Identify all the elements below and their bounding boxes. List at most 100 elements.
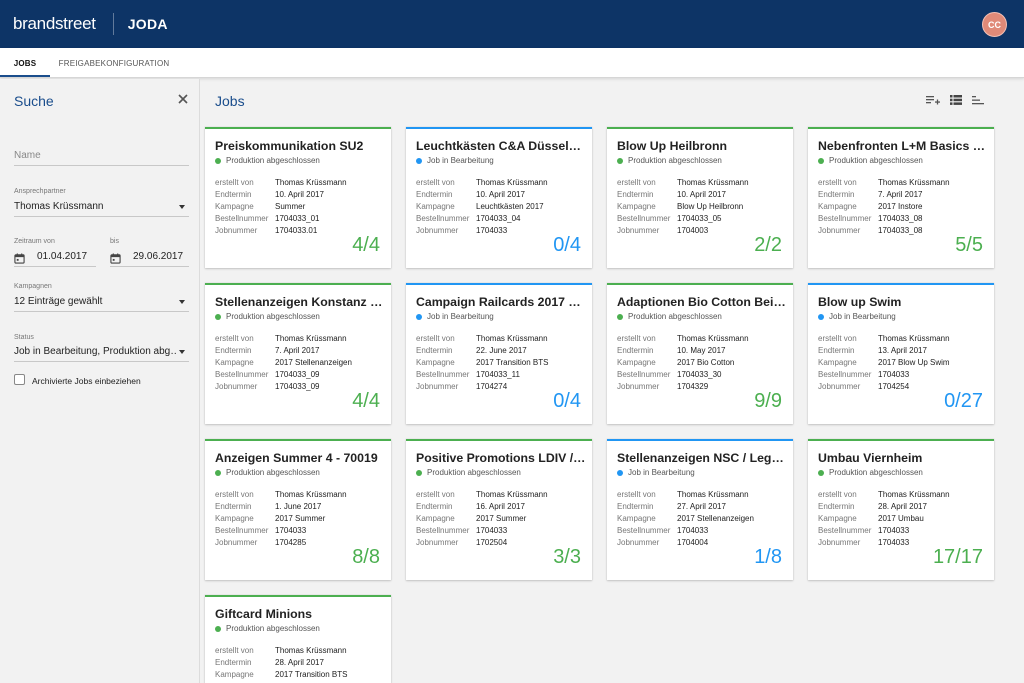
card-status-line: [205, 595, 391, 597]
job-card[interactable]: Stellenanzeigen NSC / Lega… Job in Bearbe…: [607, 439, 793, 580]
job-field-row: Jobnummer 1704033_09: [215, 382, 320, 391]
job-card[interactable]: Stellenanzeigen Konstanz / … Produktion a…: [205, 283, 391, 424]
job-card[interactable]: Nebenfronten L+M Basics T-… Produktion ab…: [808, 127, 994, 268]
period-from-label: Zeitraum von: [14, 238, 55, 245]
job-field-value: 2017 Transition BTS: [476, 358, 549, 367]
close-icon[interactable]: [175, 91, 191, 107]
job-field-label: erstellt von: [617, 334, 656, 343]
job-field-value: 2017 Umbau: [878, 514, 924, 523]
job-field-label: erstellt von: [617, 490, 656, 499]
tab-freigabekonfiguration[interactable]: FREIGABEKONFIGURATION: [58, 58, 170, 68]
job-field-value: 1704033_08: [878, 214, 923, 223]
view-list-icon[interactable]: [949, 94, 963, 106]
job-card[interactable]: Giftcard Minions Produktion abgeschlossen…: [205, 595, 391, 683]
job-field-value: 13. April 2017: [878, 346, 927, 355]
campaigns-label: Kampagnen: [14, 283, 52, 290]
job-field-row: Kampagne Summer: [215, 202, 305, 211]
sidebar-title: Suche: [14, 93, 54, 109]
contact-select[interactable]: Thomas Krüssmann: [14, 201, 104, 212]
job-field-row: Kampagne 2017 Transition BTS: [215, 670, 347, 679]
job-card[interactable]: Leuchtkästen C&A Düsseldo… Job in Bearbei…: [406, 127, 592, 268]
card-status-line: [205, 127, 391, 129]
job-field-value: 1704285: [275, 538, 307, 547]
status-dot-icon: [215, 313, 221, 320]
job-field-label: Bestellnummer: [416, 214, 470, 223]
job-field-label: Kampagne: [617, 358, 656, 367]
job-card[interactable]: Adaptionen Bio Cotton Beih… Produktion ab…: [607, 283, 793, 424]
job-card[interactable]: Umbau Viernheim Produktion abgeschlossen e…: [808, 439, 994, 580]
job-field-row: erstellt von Thomas Krüssmann: [617, 334, 749, 343]
job-field-label: Endtermin: [416, 502, 453, 511]
job-field-value: 1704033: [878, 538, 910, 547]
job-field-value: 1704033: [476, 526, 508, 535]
app-header: brandstreet JODA CC: [0, 0, 1024, 48]
job-field-value: 27. April 2017: [677, 502, 726, 511]
card-status-line: [808, 283, 994, 285]
tab-jobs[interactable]: JOBS: [13, 58, 37, 68]
brand-logo[interactable]: brandstreet: [13, 14, 96, 33]
campaigns-select[interactable]: 12 Einträge gewählt: [14, 296, 103, 307]
period-to-input[interactable]: 29.06.2017: [133, 251, 184, 262]
job-field-value: 1704033: [878, 526, 910, 535]
job-card[interactable]: Blow up Swim Job in Bearbeitung erstellt v…: [808, 283, 994, 424]
calendar-icon[interactable]: [110, 253, 121, 264]
job-field-label: Kampagne: [617, 514, 656, 523]
job-progress-count: 9/9: [754, 390, 782, 412]
job-field-label: Jobnummer: [818, 538, 861, 547]
job-field-value: 1704003: [677, 226, 709, 235]
job-field-value: 2017 Blow Up Swim: [878, 358, 950, 367]
job-field-value: Thomas Krüssmann: [677, 178, 749, 187]
job-field-label: erstellt von: [416, 178, 455, 187]
job-status: Produktion abgeschlossen: [617, 156, 722, 165]
job-field-label: Kampagne: [215, 514, 254, 523]
job-card[interactable]: Blow Up Heilbronn Produktion abgeschlosse…: [607, 127, 793, 268]
job-field-value: 1704033_05: [677, 214, 722, 223]
job-status: Produktion abgeschlossen: [215, 312, 320, 321]
sort-icon[interactable]: [971, 94, 985, 106]
chevron-down-icon[interactable]: [179, 205, 185, 209]
job-field-label: erstellt von: [215, 490, 254, 499]
chevron-down-icon[interactable]: [179, 300, 185, 304]
job-field-row: Kampagne 2017 Summer: [416, 514, 526, 523]
archived-label: Archivierte Jobs einbeziehen: [32, 376, 141, 386]
job-status-label: Produktion abgeschlossen: [427, 468, 521, 477]
job-status-label: Job in Bearbeitung: [829, 312, 896, 321]
job-field-value: 1. June 2017: [275, 502, 322, 511]
job-status: Produktion abgeschlossen: [215, 624, 320, 633]
card-status-line: [607, 127, 793, 129]
calendar-icon[interactable]: [14, 253, 25, 264]
contact-underline: [14, 216, 189, 217]
job-field-row: Endtermin 7. April 2017: [818, 190, 922, 199]
job-field-row: Bestellnummer 1704033: [215, 526, 306, 535]
chevron-down-icon[interactable]: [179, 350, 185, 354]
job-field-row: Jobnummer 1704004: [617, 538, 708, 547]
status-select[interactable]: Job in Bearbeitung, Produktion abg…: [14, 346, 177, 357]
job-field-row: Jobnummer 1704254: [818, 382, 909, 391]
job-card[interactable]: Campaign Railcards 2017 Tr… Job in Bearbe…: [406, 283, 592, 424]
job-field-value: 1704033_30: [677, 370, 722, 379]
user-avatar[interactable]: CC: [982, 12, 1007, 37]
job-title: Blow Up Heilbronn: [617, 139, 727, 153]
job-field-value: Thomas Krüssmann: [275, 490, 347, 499]
name-input[interactable]: Name: [14, 150, 41, 161]
status-dot-icon: [416, 469, 422, 476]
tab-bar: JOBS FREIGABEKONFIGURATION: [0, 48, 1024, 78]
status-dot-icon: [818, 469, 824, 476]
playlist-add-icon[interactable]: [926, 94, 940, 106]
job-card[interactable]: Anzeigen Summer 4 - 70019 Produktion abge…: [205, 439, 391, 580]
archived-checkbox[interactable]: [14, 374, 25, 385]
job-field-label: Endtermin: [818, 346, 855, 355]
job-field-row: erstellt von Thomas Krüssmann: [215, 646, 347, 655]
job-field-value: Thomas Krüssmann: [275, 334, 347, 343]
job-field-value: 1704033: [476, 226, 508, 235]
status-dot-icon: [818, 157, 824, 164]
card-status-line: [205, 283, 391, 285]
job-field-label: Bestellnummer: [818, 214, 872, 223]
job-card[interactable]: Preiskommunikation SU2 Produktion abgesch…: [205, 127, 391, 268]
job-field-label: Kampagne: [215, 202, 254, 211]
job-field-row: Bestellnummer 1704033_05: [617, 214, 722, 223]
period-from-input[interactable]: 01.04.2017: [37, 251, 88, 262]
job-field-value: Thomas Krüssmann: [476, 334, 548, 343]
job-field-label: Kampagne: [818, 514, 857, 523]
job-card[interactable]: Positive Promotions LDIV / … Produktion a…: [406, 439, 592, 580]
